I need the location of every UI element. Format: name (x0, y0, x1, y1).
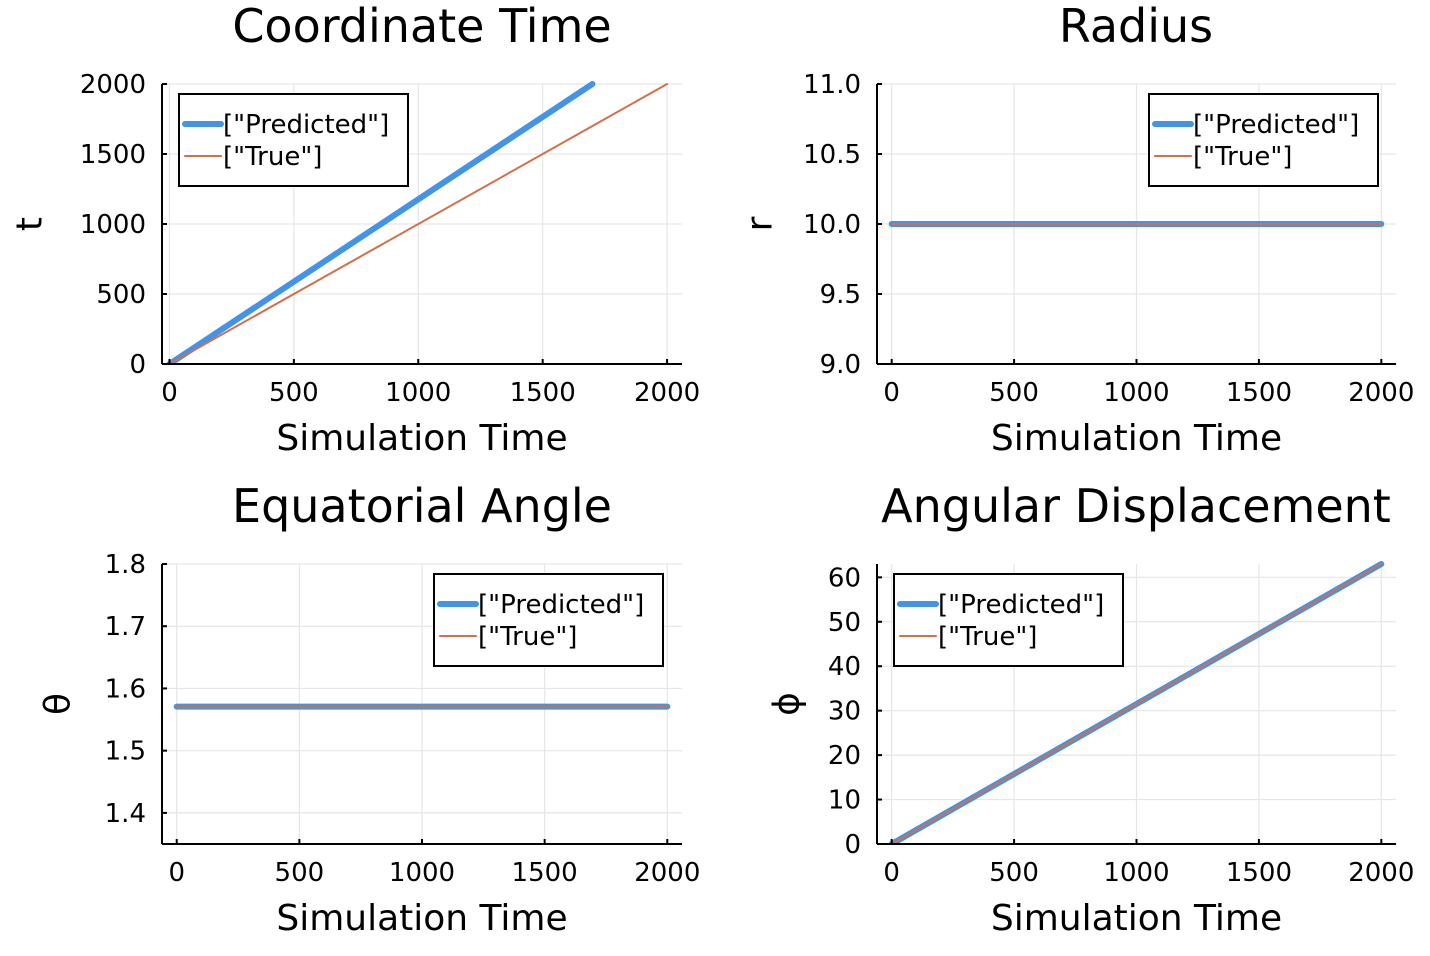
x-tick-label: 1500 (510, 378, 576, 408)
series-group (888, 561, 1385, 844)
x-axis-label: Simulation Time (991, 898, 1282, 939)
chart-panel-1: 0 500 1000 1500 2000 9.0 9.5 10.0 10.5 11.0 Radius… (740, 0, 1415, 459)
x-tick-label: 1500 (1226, 378, 1292, 408)
y-tick-label: 9.5 (820, 280, 861, 310)
legend-label-0: ["Predicted"] (223, 110, 389, 140)
y-axis-label: r (740, 216, 781, 231)
series-line-1 (890, 563, 1383, 844)
legend-box (178, 93, 409, 187)
y-tick-label: 1.6 (105, 674, 146, 704)
chart-title: Coordinate Time (232, 0, 611, 53)
x-axis-label: Simulation Time (276, 418, 567, 459)
x-tick-label: 1000 (1103, 858, 1169, 888)
x-tick-label: 0 (161, 378, 178, 408)
chart-title: Angular Displacement (881, 479, 1391, 533)
legend-box (893, 573, 1124, 667)
legend-label-0: ["Predicted"] (1193, 110, 1359, 140)
legend-box (1148, 93, 1379, 187)
legend-box (433, 573, 664, 667)
y-tick-label: 9.0 (820, 350, 861, 380)
y-tick-label: 60 (828, 563, 861, 593)
y-tick-label: 10.0 (803, 210, 861, 240)
chart-title: Equatorial Angle (232, 479, 612, 533)
chart-panel-2: 0 500 1000 1500 2000 1.4 1.5 1.6 1.7 1.8 Equatoria… (38, 479, 701, 939)
chart-panel-3: 0 500 1000 1500 2000 0 10 20 30 40 50 60 Angular Dis… (767, 479, 1415, 939)
legend-label-0: ["Predicted"] (478, 590, 644, 620)
x-tick-label: 2000 (634, 858, 700, 888)
legend: ["Predicted"]["True"] (433, 573, 664, 667)
x-tick-label: 1000 (389, 858, 455, 888)
x-axis-label: Simulation Time (276, 898, 567, 939)
y-tick-label: 0 (129, 350, 146, 380)
y-tick-label: 30 (828, 697, 861, 727)
y-tick-label: 10 (828, 786, 861, 816)
legend-label-1: ["True"] (938, 622, 1037, 652)
y-tick-label: 0 (844, 830, 861, 860)
chart-title: Radius (1059, 0, 1213, 53)
y-axis-label: t (10, 217, 51, 231)
y-tick-label: 1500 (80, 140, 146, 170)
x-tick-label: 500 (275, 858, 325, 888)
x-tick-label: 500 (269, 378, 319, 408)
x-tick-label: 1000 (385, 378, 451, 408)
x-tick-label: 1500 (1226, 858, 1292, 888)
x-tick-label: 0 (883, 858, 900, 888)
y-tick-label: 1.8 (105, 550, 146, 580)
x-tick-label: 2000 (1348, 858, 1414, 888)
y-tick-label: 11.0 (803, 70, 861, 100)
x-tick-label: 1000 (1103, 378, 1169, 408)
y-tick-label: 50 (828, 608, 861, 638)
legend-label-1: ["True"] (223, 142, 322, 172)
y-axis-label: ϕ (767, 692, 808, 716)
x-tick-label: 1500 (512, 858, 578, 888)
legend: ["Predicted"]["True"] (893, 573, 1124, 667)
y-tick-label: 40 (828, 652, 861, 682)
chart-panel-0: 0 500 1000 1500 2000 0 500 1000 1500 2000 Coordina… (10, 0, 701, 459)
series-line-1 (168, 83, 669, 364)
legend-label-0: ["Predicted"] (938, 590, 1104, 620)
legend: ["Predicted"]["True"] (1148, 93, 1379, 187)
x-tick-label: 2000 (634, 378, 700, 408)
y-tick-label: 1.7 (105, 612, 146, 642)
y-tick-label: 1.4 (105, 799, 146, 829)
y-tick-label: 1.5 (105, 737, 146, 767)
x-tick-label: 0 (883, 378, 900, 408)
x-axis-label: Simulation Time (991, 418, 1282, 459)
legend-label-1: ["True"] (1193, 142, 1292, 172)
y-tick-label: 500 (96, 280, 146, 310)
y-tick-label: 10.5 (803, 140, 861, 170)
y-axis-label: θ (38, 693, 79, 715)
series-group (166, 81, 669, 364)
x-tick-label: 0 (168, 858, 185, 888)
x-tick-label: 500 (989, 378, 1039, 408)
y-tick-label: 20 (828, 741, 861, 771)
legend-label-1: ["True"] (478, 622, 577, 652)
y-tick-label: 1000 (80, 210, 146, 240)
y-tick-label: 2000 (80, 70, 146, 100)
series-line-0 (166, 81, 596, 364)
legend: ["Predicted"]["True"] (178, 93, 409, 187)
x-tick-label: 500 (989, 858, 1039, 888)
x-tick-label: 2000 (1348, 378, 1414, 408)
